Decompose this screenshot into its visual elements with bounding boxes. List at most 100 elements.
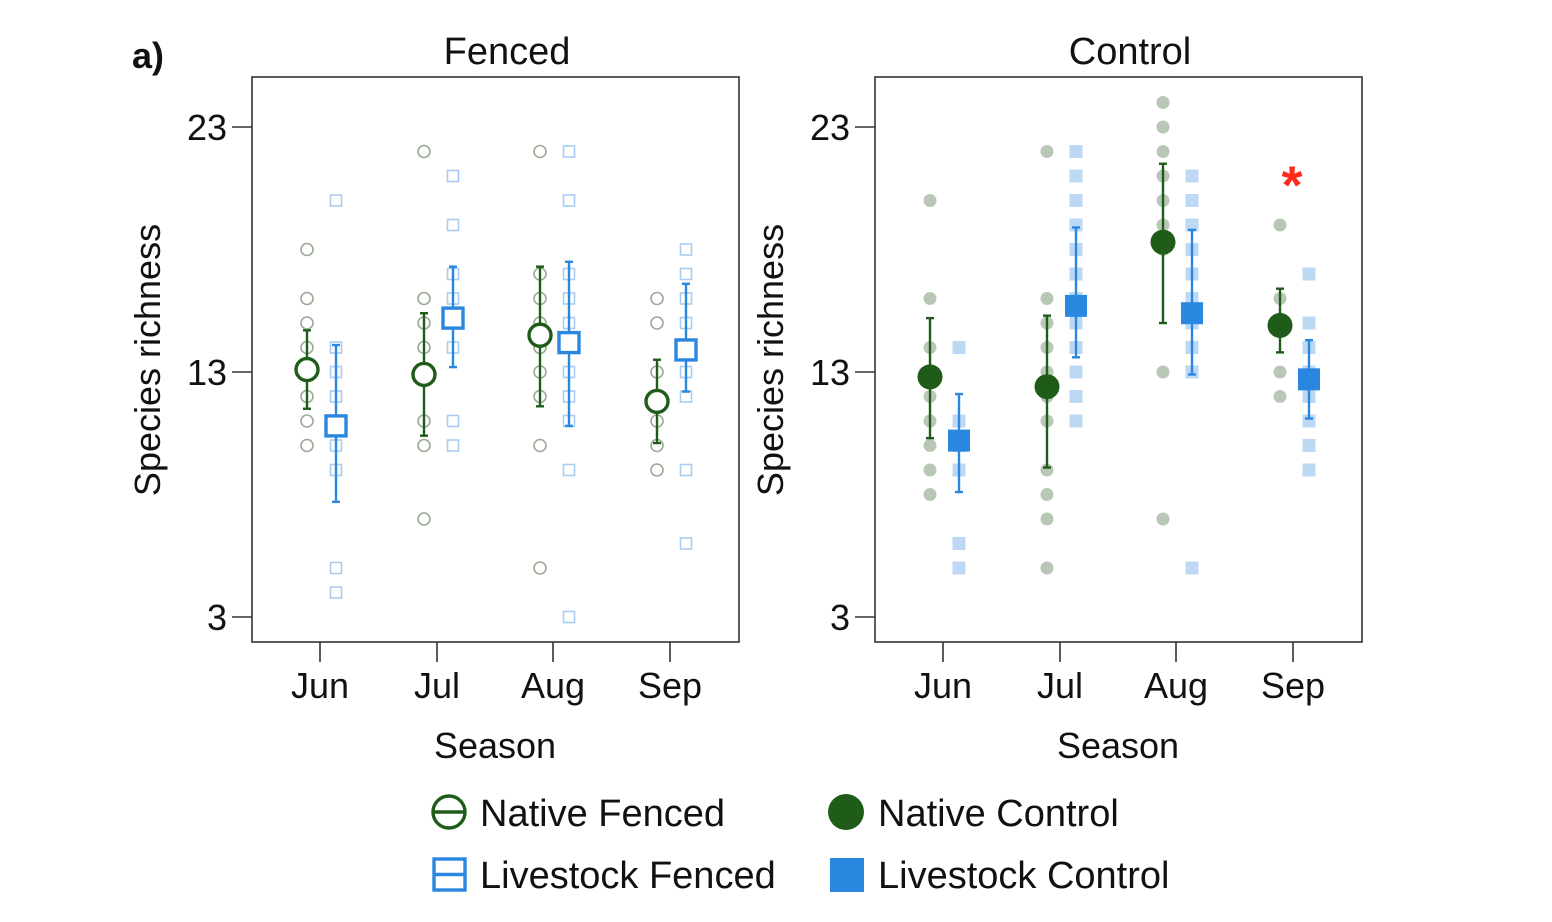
native-fenced-raw-jun-6 bbox=[300, 291, 314, 306]
livestock-fenced-raw-aug-1 bbox=[562, 463, 576, 477]
native-fenced-mean-jun bbox=[294, 356, 320, 383]
native-fenced-raw-aug-1 bbox=[533, 438, 547, 453]
native-control-mean-sep bbox=[1267, 312, 1293, 338]
livestock-fenced-raw-jul-0 bbox=[446, 439, 460, 452]
livestock-control-raw-jun-1 bbox=[952, 537, 966, 550]
x-tick-label-aug: Aug bbox=[1144, 665, 1208, 706]
livestock-control-raw-jul-10 bbox=[1069, 169, 1083, 183]
legend-marker-open-circle bbox=[431, 794, 467, 830]
livestock-fenced-raw-jun-0 bbox=[329, 586, 343, 599]
native-control-raw-aug-6 bbox=[1156, 145, 1170, 158]
livestock-fenced-raw-sep-7 bbox=[679, 267, 693, 281]
native-control-raw-aug-7 bbox=[1156, 120, 1170, 134]
panel-title: Fenced bbox=[444, 31, 571, 73]
legend-marker-filled-square bbox=[830, 858, 864, 892]
mean-points bbox=[917, 229, 1320, 452]
y-tick-marks bbox=[232, 126, 252, 618]
native-control-raw-aug-0 bbox=[1156, 512, 1170, 526]
livestock-fenced-mean-sep bbox=[674, 338, 698, 362]
x-tick-label-jul: Jul bbox=[414, 665, 460, 706]
y-tick-label-3: 3 bbox=[830, 597, 850, 638]
x-tick-label-aug: Aug bbox=[521, 665, 585, 706]
livestock-fenced-mean-jul bbox=[441, 306, 465, 330]
livestock-control-raw-jul-9 bbox=[1069, 194, 1083, 207]
legend-label: Native Control bbox=[878, 793, 1119, 835]
livestock-control-raw-jul-11 bbox=[1069, 145, 1083, 158]
raw-points bbox=[923, 96, 1316, 575]
x-tick-label-sep: Sep bbox=[1261, 665, 1325, 706]
raw-points bbox=[300, 144, 693, 624]
x-tick-label-jun: Jun bbox=[291, 665, 349, 706]
y-tick-label-23: 23 bbox=[187, 107, 227, 148]
livestock-control-raw-sep-1 bbox=[1302, 439, 1316, 452]
annotations: * bbox=[1281, 156, 1302, 216]
native-fenced-raw-jun-1 bbox=[300, 414, 314, 428]
plot-frame bbox=[251, 76, 740, 643]
plot-frame bbox=[874, 76, 1363, 643]
livestock-control-raw-aug-0 bbox=[1185, 561, 1199, 575]
livestock-control-raw-sep-7 bbox=[1302, 267, 1316, 281]
native-fenced-raw-jul-1 bbox=[417, 438, 431, 453]
livestock-control-errorbar-jul bbox=[1072, 226, 1080, 359]
x-axis-title: Season bbox=[434, 725, 556, 766]
livestock-control-raw-sep-0 bbox=[1302, 463, 1316, 477]
native-control-raw-jun-2 bbox=[923, 439, 937, 452]
error-bars bbox=[926, 162, 1313, 494]
legend-label: Livestock Control bbox=[878, 855, 1169, 897]
legend-marker-open-square bbox=[432, 857, 467, 892]
significance-star: * bbox=[1281, 156, 1302, 216]
mean-points bbox=[294, 306, 698, 438]
native-fenced-raw-sep-5 bbox=[650, 316, 664, 330]
native-control-raw-jul-9 bbox=[1040, 292, 1054, 305]
x-tick-labels: Jun Jul Aug Sep bbox=[291, 665, 702, 706]
livestock-fenced-raw-aug-0 bbox=[562, 610, 576, 624]
native-control-raw-jun-1 bbox=[923, 463, 937, 477]
livestock-control-raw-jun-0 bbox=[952, 561, 966, 575]
native-fenced-raw-jun-7 bbox=[300, 242, 314, 257]
y-axis-title: Species richness bbox=[750, 224, 791, 496]
legend-item-livestock-control: Livestock Control bbox=[830, 855, 1169, 897]
native-control-raw-aug-1 bbox=[1156, 365, 1170, 379]
livestock-control-raw-aug-8 bbox=[1185, 194, 1199, 207]
livestock-control-raw-jul-2 bbox=[1069, 365, 1083, 379]
native-fenced-raw-sep-6 bbox=[650, 291, 664, 306]
native-fenced-raw-jul-0 bbox=[417, 512, 431, 526]
native-control-raw-sep-3 bbox=[1273, 218, 1287, 232]
x-axis-title: Season bbox=[1057, 725, 1179, 766]
y-tick-label-13: 13 bbox=[810, 352, 850, 393]
livestock-control-raw-jun-5 bbox=[952, 341, 966, 354]
livestock-fenced-raw-sep-0 bbox=[679, 537, 693, 550]
native-control-raw-jul-1 bbox=[1040, 512, 1054, 526]
legend-item-livestock-fenced: Livestock Fenced bbox=[432, 855, 776, 897]
livestock-control-raw-sep-6 bbox=[1302, 316, 1316, 330]
panel-fenced: Fenced Species richness Season 3 13 23 Jun… bbox=[127, 31, 740, 766]
livestock-fenced-raw-jun-8 bbox=[329, 194, 343, 207]
livestock-fenced-raw-aug-9 bbox=[562, 194, 576, 207]
livestock-control-raw-aug-7 bbox=[1185, 218, 1199, 232]
legend-label: Livestock Fenced bbox=[480, 855, 776, 897]
figure-label: a) bbox=[132, 35, 164, 76]
native-fenced-raw-jul-7 bbox=[417, 144, 431, 159]
native-control-raw-aug-8 bbox=[1156, 96, 1170, 109]
native-control-mean-jun bbox=[917, 364, 943, 390]
y-tick-labels: 3 13 23 bbox=[810, 107, 850, 638]
native-fenced-mean-jul bbox=[411, 361, 437, 388]
livestock-fenced-raw-jul-7 bbox=[446, 169, 460, 183]
livestock-fenced-mean-aug bbox=[557, 330, 581, 355]
x-tick-label-jun: Jun bbox=[914, 665, 972, 706]
native-fenced-mean-sep bbox=[644, 388, 670, 415]
y-tick-marks bbox=[855, 126, 875, 618]
y-tick-label-3: 3 bbox=[207, 597, 227, 638]
livestock-control-mean-sep bbox=[1298, 368, 1320, 391]
native-control-mean-aug bbox=[1150, 229, 1176, 255]
livestock-fenced-raw-jul-6 bbox=[446, 218, 460, 232]
y-tick-label-23: 23 bbox=[810, 107, 850, 148]
legend-item-native-control: Native Control bbox=[828, 793, 1119, 835]
legend: Native Fenced Native Control Livestock F… bbox=[431, 793, 1169, 897]
native-fenced-raw-aug-0 bbox=[533, 561, 547, 575]
legend-label: Native Fenced bbox=[480, 793, 725, 835]
native-control-raw-jul-10 bbox=[1040, 145, 1054, 158]
native-fenced-raw-aug-8 bbox=[533, 144, 547, 159]
livestock-fenced-raw-sep-1 bbox=[679, 463, 693, 477]
livestock-fenced-mean-jun bbox=[324, 414, 348, 438]
